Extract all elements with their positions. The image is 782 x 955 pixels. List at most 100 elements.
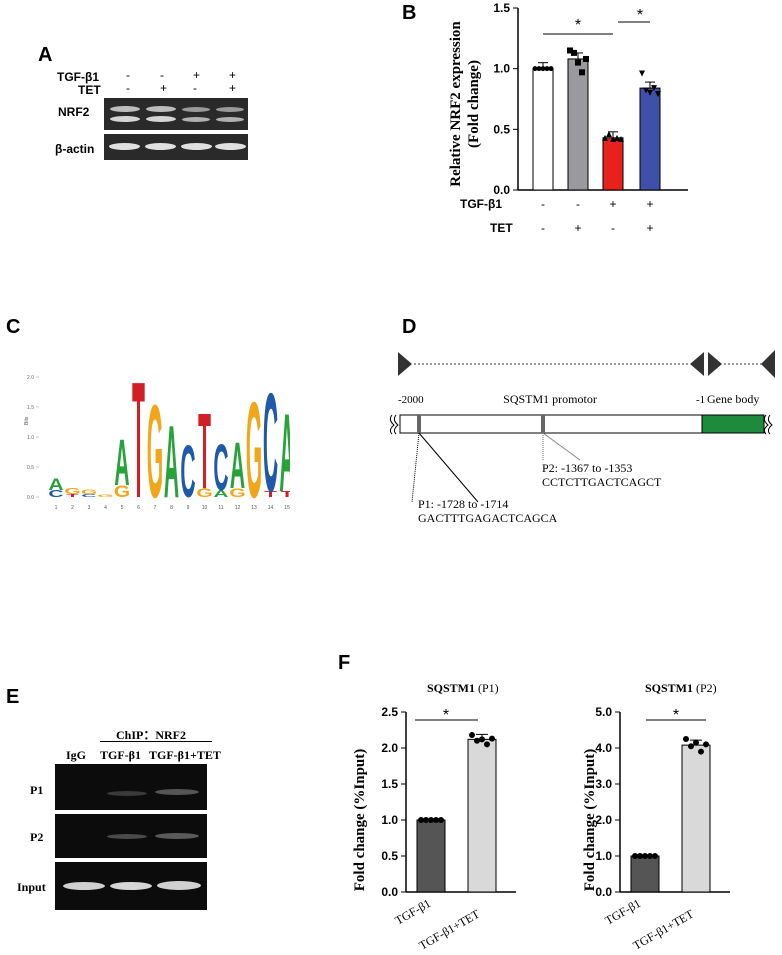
b-sign-r1-c2: -	[611, 221, 615, 235]
e-row-p2: P2	[30, 830, 44, 844]
f2-ylabel: Fold change (%Input)	[582, 749, 598, 892]
d-p2-line1: P2: -1367 to -1353	[542, 461, 632, 475]
c-letter-T: T	[198, 392, 211, 511]
f2-point	[703, 741, 709, 748]
f2-point	[642, 853, 648, 859]
f2-point	[683, 736, 689, 742]
b-ylabel-line2: (Fold change)	[466, 60, 482, 148]
e-chip-label: ChIP：NRF2	[116, 728, 187, 742]
e-p2-blot	[55, 814, 207, 858]
e-input-blot	[55, 862, 207, 910]
chart-f: 0.0 0.5 1.0 1.5 2.0 2.5 0.0 1.0 2.0 3.0 4.0 5.0 Fol…	[352, 681, 730, 953]
f1-point	[489, 735, 495, 742]
c-pos-label: 5	[121, 505, 124, 511]
panel-letter-c: C	[6, 316, 21, 338]
c-pos-label: 6	[137, 505, 140, 511]
c-letter-T: T	[66, 493, 80, 498]
a-tet-label: TET	[78, 83, 101, 97]
b-tet-label: TET	[490, 221, 513, 235]
f1-cat-1: TGF-β1	[393, 896, 434, 928]
promoter-diagram: -2000 -1 SQSTM1 promotor Gene body P1: -…	[389, 350, 775, 525]
f1-point	[423, 817, 429, 823]
e-lane-tgf: TGF-β1	[100, 748, 141, 762]
d-p1-line2: GACTTTGAGACTCAGCA	[418, 511, 558, 525]
c-letter-C: C	[81, 493, 96, 498]
a-sign-r1-c1: +	[160, 81, 168, 95]
b-sign-r0-c1: -	[576, 197, 580, 211]
f1-title-bold: SQSTM1	[427, 681, 475, 695]
b-point	[583, 55, 589, 62]
c-letter-G: G	[81, 488, 97, 495]
c-letter-C: C	[263, 365, 278, 515]
c-pos-label: 10	[202, 505, 208, 511]
c-letter-G: G	[64, 487, 80, 496]
c-tick-label: 1.5	[27, 405, 34, 411]
f1-sig: *	[443, 707, 449, 724]
f1-title-normal: (P1)	[475, 681, 499, 695]
c-pos-label: 12	[235, 505, 241, 511]
f1-point	[479, 736, 485, 743]
b-bar-0	[532, 68, 554, 191]
c-pos-label: 15	[284, 505, 290, 511]
c-pos-label: 13	[251, 505, 257, 511]
b-point	[571, 49, 577, 56]
d-p2-line2: CCTCTTGACTCAGCT	[542, 475, 662, 489]
c-letter-A: A	[114, 427, 129, 500]
d-end-label: -1	[696, 394, 705, 406]
f1-point	[433, 817, 439, 823]
f1-ytick-label: 2.5	[381, 705, 398, 719]
b-point	[614, 134, 620, 141]
b-sign-r0-c0: -	[541, 197, 545, 211]
c-pos-label: 3	[88, 505, 91, 511]
b-ytick-label: 1.5	[493, 1, 510, 15]
f2-ytick-label: 3.0	[595, 777, 612, 791]
panel-letter-d: D	[402, 316, 417, 338]
f2-point	[652, 853, 658, 859]
c-pos-label: 14	[268, 505, 274, 511]
f2-ytick-label: 0.0	[595, 885, 612, 899]
a-tgf-label: TGF-β1	[57, 70, 99, 84]
a-nrf2-label: NRF2	[58, 105, 90, 119]
e-lane-tgftet: TGF-β1+TET	[149, 748, 221, 762]
b-bar-3	[639, 87, 661, 191]
b-point	[618, 136, 624, 143]
f1-ytick-label: 0.0	[381, 885, 398, 899]
b-point	[548, 66, 554, 72]
f1-ytick-label: 2.0	[381, 741, 398, 755]
c-letter-A: A	[230, 430, 245, 503]
f2-cat-2: TGF-β1+TET	[631, 906, 697, 952]
c-letter-G: G	[196, 485, 212, 499]
c-letter-A: A	[48, 476, 64, 494]
d-start-label: -2000	[398, 394, 424, 406]
f1-point	[428, 817, 434, 823]
c-pos-label: 1	[55, 505, 58, 511]
f2-point	[632, 853, 638, 859]
b-point	[602, 134, 608, 141]
f2-cat-1: TGF-β1	[603, 896, 644, 928]
e-lane-igg: IgG	[66, 748, 87, 762]
b-point	[567, 47, 573, 54]
f2-ytick-label: 5.0	[595, 705, 612, 719]
c-letter-G: G	[246, 374, 262, 515]
a-sign-r1-c0: -	[126, 81, 130, 95]
f1-ytick-label: 0.5	[381, 849, 398, 863]
b-ytick-label: 0.5	[493, 122, 510, 136]
b-point	[643, 87, 649, 94]
c-pos-label: 2	[71, 505, 74, 511]
f1-ylabel: Fold change (%Input)	[352, 749, 368, 892]
c-letter-G: G	[114, 483, 130, 501]
a-nrf2-blot	[104, 98, 248, 130]
panel-letter-e: E	[6, 686, 20, 708]
b-sign-r0-c2: +	[609, 197, 616, 211]
d-p1-line1: P1: -1728 to -1714	[418, 497, 508, 511]
f1-point	[469, 732, 475, 739]
f2-ytick-label: 1.0	[595, 849, 612, 863]
b-ytick-label: 1.0	[493, 62, 510, 76]
c-tick-label: 0.5	[27, 465, 34, 471]
c-letter-A: A	[279, 391, 290, 515]
panel-letter-f: F	[338, 652, 351, 674]
e-row-p1: P1	[30, 783, 44, 797]
b-sign-r1-c1: +	[574, 221, 581, 235]
f2-point	[647, 853, 653, 859]
b-sign-r1-c3: +	[646, 221, 653, 235]
